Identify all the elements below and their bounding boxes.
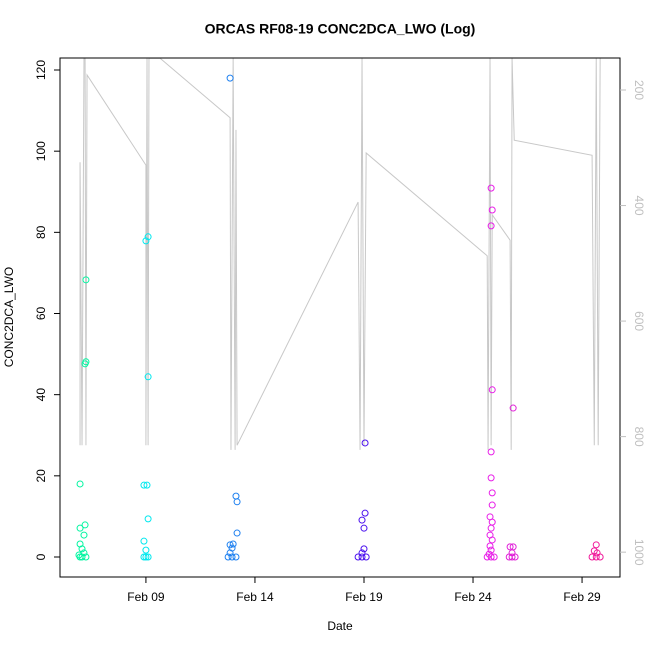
data-point — [143, 481, 151, 489]
data-point — [144, 553, 152, 561]
data-point — [229, 540, 237, 548]
data-point — [487, 546, 495, 554]
data-point — [226, 74, 234, 82]
data-point — [487, 524, 495, 532]
data-point — [490, 553, 498, 561]
x-tick-label: Feb 14 — [236, 590, 274, 604]
y2-tick-label: 1000 — [632, 539, 646, 566]
y-tick-label: 100 — [34, 141, 48, 161]
data-point — [487, 448, 495, 456]
plot-area — [75, 57, 604, 561]
chart-title: ORCAS RF08-19 CONC2DCA_LWO (Log) — [205, 21, 476, 37]
data-point — [488, 386, 496, 394]
data-point — [233, 529, 241, 537]
data-point — [81, 521, 89, 529]
y-tick-label: 80 — [34, 225, 48, 239]
data-point — [361, 509, 369, 517]
data-point — [78, 545, 86, 553]
data-point — [488, 489, 496, 497]
data-point — [140, 481, 148, 489]
data-point — [140, 553, 148, 561]
data-point — [358, 553, 366, 561]
data-point — [488, 536, 496, 544]
data-point — [142, 546, 150, 554]
data-point — [488, 501, 496, 509]
data-point — [592, 541, 600, 549]
data-point — [226, 549, 234, 557]
data-point — [508, 553, 516, 561]
data-point — [588, 553, 596, 561]
data-point — [483, 553, 491, 561]
data-point — [76, 480, 84, 488]
y-tick-label: 0 — [34, 553, 48, 560]
data-point — [488, 206, 496, 214]
data-point — [82, 276, 90, 284]
data-point — [487, 553, 495, 561]
data-point — [81, 360, 89, 368]
x-tick-label: Feb 29 — [563, 590, 601, 604]
y-tick-label: 40 — [34, 388, 48, 402]
data-point — [360, 524, 368, 532]
data-point — [233, 498, 241, 506]
data-point — [232, 553, 240, 561]
data-point — [506, 543, 514, 551]
data-point — [144, 233, 152, 241]
data-point — [487, 184, 495, 192]
y-tick-label: 120 — [34, 60, 48, 80]
y2-tick-label: 200 — [632, 80, 646, 100]
data-point — [592, 553, 600, 561]
data-point — [487, 474, 495, 482]
pressure-line — [79, 57, 601, 450]
data-point — [487, 222, 495, 230]
data-point — [361, 439, 369, 447]
data-point — [228, 553, 236, 561]
y-tick-label: 20 — [34, 469, 48, 483]
data-point — [358, 549, 366, 557]
data-point — [140, 537, 148, 545]
y-axis-label: CONC2DCA_LWO — [2, 267, 16, 367]
data-point — [354, 553, 362, 561]
data-point — [142, 553, 150, 561]
y2-tick-label: 800 — [632, 427, 646, 447]
x-tick-label: Feb 19 — [345, 590, 383, 604]
data-point — [82, 553, 90, 561]
data-point — [362, 553, 370, 561]
data-point — [486, 542, 494, 550]
x-tick-label: Feb 24 — [454, 590, 492, 604]
data-point — [80, 531, 88, 539]
plot-frame — [59, 57, 621, 578]
data-point — [144, 515, 152, 523]
data-point — [224, 553, 232, 561]
y2-tick-label: 600 — [632, 311, 646, 331]
data-point — [358, 516, 366, 524]
data-point — [509, 404, 517, 412]
data-point — [142, 237, 150, 245]
data-point — [76, 524, 84, 532]
y-tick-label: 60 — [34, 307, 48, 321]
data-point — [360, 545, 368, 553]
data-point — [75, 551, 83, 559]
data-point — [511, 553, 519, 561]
x-axis-label: Date — [327, 619, 353, 633]
y2-tick-label: 400 — [632, 196, 646, 216]
data-point — [596, 553, 604, 561]
x-tick-label: Feb 09 — [127, 590, 165, 604]
data-point — [144, 373, 152, 381]
